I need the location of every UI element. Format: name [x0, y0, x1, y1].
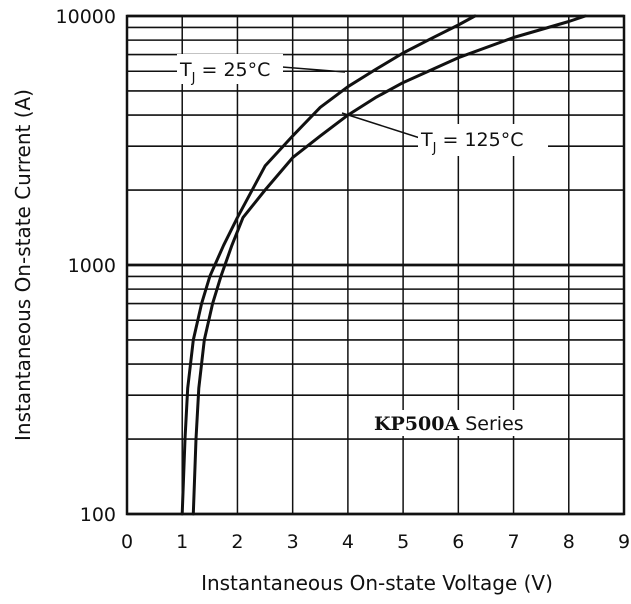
x-tick-label: 2 — [231, 531, 243, 553]
plot-frame — [125, 14, 626, 516]
y-axis-title: Instantaneous On-state Current (A) — [11, 89, 35, 441]
series-layer — [180, 14, 587, 516]
plot-border — [125, 14, 626, 516]
annotation-series-bg — [370, 410, 538, 436]
svg-text:TJ = 25°C: TJ = 25°C — [179, 59, 270, 86]
annotation-tj125-rest: = 125°C — [436, 129, 523, 151]
x-tick-label: 3 — [287, 531, 299, 553]
series-model-label: KP500A — [374, 413, 459, 435]
annotation-tj125: TJ = 125°C — [341, 112, 548, 156]
annotation-tj25-rest: = 25°C — [195, 59, 270, 81]
y-tick-label: 1000 — [68, 255, 116, 277]
annotation-tj125-sub: J — [432, 141, 437, 156]
annotation-tj25-t: T — [179, 59, 192, 81]
svg-text:KP500A Series: KP500A Series — [374, 413, 524, 435]
x-tick-label: 7 — [508, 531, 520, 553]
svg-text:TJ = 125°C: TJ = 125°C — [420, 129, 523, 156]
annotation-series: KP500A Series — [370, 410, 538, 436]
x-tick-label: 4 — [342, 531, 354, 553]
series-line-tj25 — [180, 14, 477, 516]
series-suffix-label: Series — [459, 413, 523, 435]
series-line-tj125 — [191, 14, 587, 516]
annotation-tj25-sub: J — [191, 71, 196, 86]
x-tick-labels: 0 1 2 3 4 5 6 7 8 9 — [121, 531, 630, 553]
leader-line-tj25 — [281, 66, 346, 73]
annotation-tj25: TJ = 25°C — [177, 54, 346, 86]
x-tick-label: 1 — [176, 531, 188, 553]
x-axis-title: Instantaneous On-state Voltage (V) — [201, 571, 553, 595]
annotation-tj125-t: T — [420, 129, 433, 151]
x-tick-label: 8 — [563, 531, 575, 553]
grid — [126, 14, 625, 516]
y-tick-label: 100 — [80, 504, 116, 526]
x-tick-label: 6 — [452, 531, 464, 553]
y-tick-labels: 100 1000 10000 — [56, 6, 116, 526]
x-tick-label: 9 — [618, 531, 630, 553]
annotation-tj25-bg — [177, 54, 283, 84]
x-tick-label: 5 — [397, 531, 409, 553]
x-tick-label: 0 — [121, 531, 133, 553]
y-tick-label: 10000 — [56, 6, 116, 28]
annotation-tj125-bg — [418, 124, 548, 156]
leader-line-tj125 — [341, 112, 421, 139]
